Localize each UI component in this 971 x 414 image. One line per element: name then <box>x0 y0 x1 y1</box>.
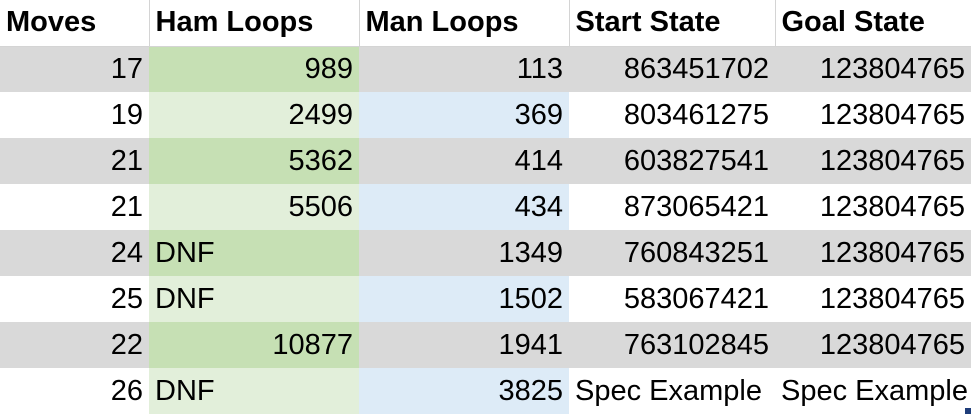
cell-start-state[interactable]: 760843251 <box>569 230 775 276</box>
cell-man-loops[interactable]: 1502 <box>359 276 569 322</box>
header-row: Moves Ham Loops Man Loops Start State Go… <box>0 0 971 47</box>
cell-ham-loops[interactable]: 989 <box>149 46 359 92</box>
table-row: 17 989 113 863451702 123804765 <box>0 46 971 92</box>
cell-moves[interactable]: 17 <box>0 46 149 92</box>
table-row: 19 2499 369 803461275 123804765 <box>0 92 971 138</box>
cell-goal-state[interactable]: 123804765 <box>775 322 971 368</box>
table-row: 22 10877 1941 763102845 123804765 <box>0 322 971 368</box>
header-moves[interactable]: Moves <box>0 0 150 47</box>
cell-man-loops[interactable]: 3825 <box>359 368 569 414</box>
cell-ham-loops[interactable]: DNF <box>149 276 359 322</box>
header-ham-loops[interactable]: Ham Loops <box>149 0 360 47</box>
cell-moves[interactable]: 25 <box>0 276 149 322</box>
cell-goal-state[interactable]: 123804765 <box>775 230 971 276</box>
cell-ham-loops[interactable]: 5362 <box>149 138 359 184</box>
cell-moves[interactable]: 24 <box>0 230 149 276</box>
cell-goal-state[interactable]: 123804765 <box>775 46 971 92</box>
table-row: 25 DNF 1502 583067421 123804765 <box>0 276 971 322</box>
cell-man-loops[interactable]: 369 <box>359 92 569 138</box>
cell-moves[interactable]: 21 <box>0 184 149 230</box>
cell-ham-loops[interactable]: 5506 <box>149 184 359 230</box>
table-row: 21 5362 414 603827541 123804765 <box>0 138 971 184</box>
cell-ham-loops[interactable]: 2499 <box>149 92 359 138</box>
cell-man-loops[interactable]: 1941 <box>359 322 569 368</box>
cell-start-state[interactable]: 603827541 <box>569 138 775 184</box>
cell-man-loops[interactable]: 1349 <box>359 230 569 276</box>
cell-start-state[interactable]: 803461275 <box>569 92 775 138</box>
cell-ham-loops[interactable]: DNF <box>149 368 359 414</box>
cell-man-loops[interactable]: 414 <box>359 138 569 184</box>
cell-goal-state[interactable]: 123804765 <box>775 138 971 184</box>
header-start-state[interactable]: Start State <box>569 0 776 47</box>
cell-goal-state[interactable]: Spec Example <box>775 368 971 414</box>
cell-ham-loops[interactable]: DNF <box>149 230 359 276</box>
cell-start-state[interactable]: 583067421 <box>569 276 775 322</box>
cell-moves[interactable]: 22 <box>0 322 149 368</box>
header-man-loops[interactable]: Man Loops <box>359 0 570 47</box>
table-row: 21 5506 434 873065421 123804765 <box>0 184 971 230</box>
cell-start-state[interactable]: 873065421 <box>569 184 775 230</box>
cell-start-state[interactable]: 763102845 <box>569 322 775 368</box>
cell-ham-loops[interactable]: 10877 <box>149 322 359 368</box>
cell-goal-state[interactable]: 123804765 <box>775 92 971 138</box>
cell-moves[interactable]: 19 <box>0 92 149 138</box>
cell-goal-state[interactable]: 123804765 <box>775 184 971 230</box>
cell-goal-state[interactable]: 123804765 <box>775 276 971 322</box>
cell-moves[interactable]: 26 <box>0 368 149 414</box>
cell-start-state[interactable]: Spec Example <box>569 368 775 414</box>
cell-moves[interactable]: 21 <box>0 138 149 184</box>
table-row: 26 DNF 3825 Spec Example Spec Example <box>0 368 971 414</box>
header-goal-state[interactable]: Goal State <box>775 0 971 47</box>
cell-start-state[interactable]: 863451702 <box>569 46 775 92</box>
cell-man-loops[interactable]: 434 <box>359 184 569 230</box>
cell-man-loops[interactable]: 113 <box>359 46 569 92</box>
cell-resize-handle[interactable] <box>965 408 971 414</box>
table-row: 24 DNF 1349 760843251 123804765 <box>0 230 971 276</box>
